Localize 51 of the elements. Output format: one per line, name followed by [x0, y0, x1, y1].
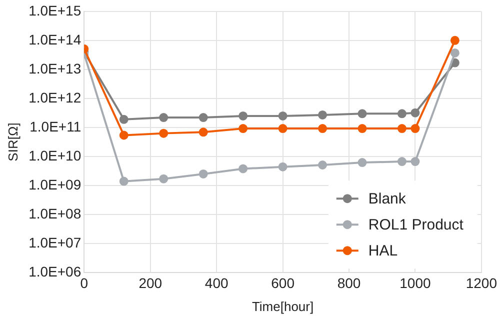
y-tick-label: 1.0E+08 — [28, 205, 82, 222]
y-tick-label: 1.0E+06 — [28, 263, 82, 280]
point — [358, 158, 367, 168]
y-tick-label: 1.0E+15 — [28, 2, 82, 18]
y-axis-title: SIR[Ω] — [5, 122, 20, 162]
point — [397, 109, 406, 118]
point — [198, 169, 208, 178]
x-tick-label: 800 — [337, 274, 361, 291]
point — [318, 160, 328, 170]
point — [159, 128, 168, 138]
point — [278, 124, 288, 134]
point — [198, 128, 208, 137]
point — [278, 162, 288, 172]
y-tick-label: 1.0E+07 — [28, 234, 82, 250]
point — [119, 176, 128, 186]
point — [318, 124, 328, 134]
point — [238, 164, 248, 174]
point — [318, 110, 328, 120]
y-tick-label: 1.0E+10 — [28, 147, 82, 164]
point — [159, 113, 168, 122]
x-axis-title: Time[hour] — [252, 298, 314, 314]
point — [238, 124, 248, 134]
point — [410, 157, 420, 166]
point — [198, 113, 208, 122]
y-tick-label: 1.0E+09 — [28, 176, 82, 192]
y-tick-label: 1.0E+13 — [28, 60, 82, 76]
x-tick-label: 400 — [204, 274, 228, 291]
point — [238, 111, 248, 120]
x-tick-label: 1200 — [466, 274, 498, 291]
point — [450, 48, 460, 58]
point — [450, 36, 460, 45]
point — [358, 124, 367, 134]
point — [410, 124, 420, 134]
x-tick-label: 600 — [271, 274, 295, 291]
point — [410, 108, 420, 118]
x-tick-label: 0 — [80, 274, 88, 291]
point — [358, 109, 367, 118]
point — [159, 174, 168, 184]
legend-label: ROL1 Product — [368, 216, 464, 234]
point — [278, 111, 288, 120]
x-tick-label: 1000 — [400, 274, 431, 291]
legend-label: HAL — [368, 242, 398, 260]
point — [397, 124, 406, 134]
y-tick-label: 1.0E+12 — [28, 89, 82, 106]
legend-label: Blank — [368, 190, 406, 208]
x-tick-label: 200 — [138, 274, 162, 291]
y-tick-label: 1.0E+14 — [28, 31, 82, 48]
point — [397, 157, 406, 166]
point — [119, 130, 128, 140]
y-tick-label: 1.0E+11 — [30, 118, 82, 134]
point — [119, 114, 128, 124]
